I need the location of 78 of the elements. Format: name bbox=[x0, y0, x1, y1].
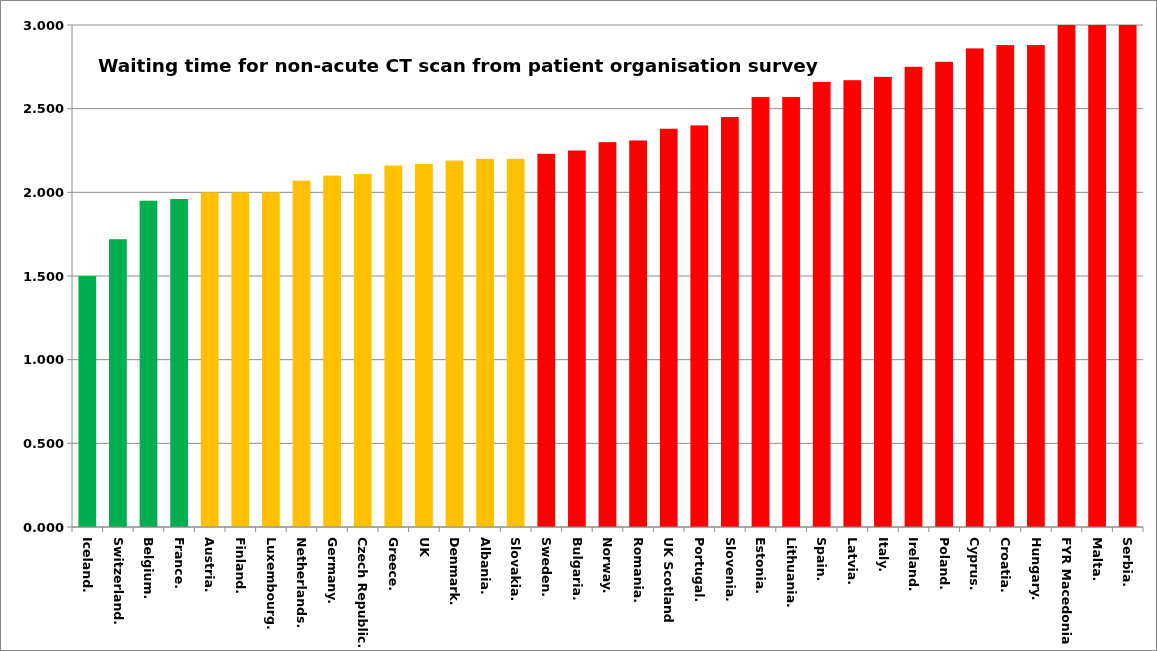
x-tick-label: Switzerland. bbox=[110, 537, 126, 626]
x-tick-label: Cyprus. bbox=[967, 537, 983, 591]
x-tick-label: Serbia. bbox=[1120, 537, 1136, 588]
x-tick-label: Latvia. bbox=[844, 537, 860, 585]
bar bbox=[843, 80, 862, 527]
bar bbox=[78, 276, 97, 527]
bar bbox=[384, 165, 403, 527]
bar bbox=[1088, 25, 1106, 527]
x-tick-label: Luxembourg. bbox=[263, 537, 279, 630]
bar bbox=[109, 239, 127, 527]
y-tick-label: 1.500 bbox=[22, 268, 64, 284]
y-tick-label: 0.500 bbox=[22, 435, 64, 451]
x-tick-label: Netherlands. bbox=[294, 537, 310, 629]
x-tick-label: Malta. bbox=[1089, 537, 1105, 582]
x-tick-label: Bulgaria. bbox=[569, 537, 585, 601]
bar bbox=[965, 48, 984, 527]
bar bbox=[1118, 25, 1137, 527]
x-tick-label: Albania. bbox=[477, 537, 493, 595]
x-tick-label: Greece. bbox=[385, 537, 401, 592]
x-tick-label: Poland. bbox=[936, 537, 952, 591]
x-tick-label: Ireland. bbox=[906, 537, 922, 592]
x-tick-label: Lithuania. bbox=[783, 537, 799, 608]
bar bbox=[353, 173, 372, 527]
bar bbox=[659, 128, 678, 527]
y-tick-label: 2.000 bbox=[22, 184, 64, 200]
bar bbox=[996, 45, 1015, 527]
bar bbox=[415, 163, 433, 527]
bar bbox=[874, 76, 892, 527]
bar bbox=[782, 96, 800, 527]
x-tick-label: Slovakia. bbox=[508, 537, 524, 602]
bar bbox=[1027, 45, 1045, 527]
x-tick-label: Romania. bbox=[630, 537, 646, 604]
x-tick-label: Austria. bbox=[202, 537, 218, 593]
bar bbox=[629, 140, 647, 527]
text: Waiting time for non-acute CT scan from patient organisation survey bbox=[98, 55, 818, 76]
x-tick-label: Finland. bbox=[232, 537, 248, 595]
bar bbox=[935, 61, 953, 527]
x-tick-label: UK bbox=[416, 537, 432, 559]
bar bbox=[751, 96, 770, 527]
x-tick-label: Estonia. bbox=[753, 537, 769, 594]
bar bbox=[231, 192, 250, 527]
x-tick-label: Sweden. bbox=[538, 537, 554, 598]
x-tick-label: Italy. bbox=[875, 537, 891, 573]
bar bbox=[200, 192, 219, 527]
bar bbox=[812, 81, 831, 527]
bar bbox=[170, 199, 188, 527]
x-tick-label: FYR Macedonia bbox=[1059, 537, 1075, 645]
y-tick-label: 3.000 bbox=[22, 17, 64, 33]
x-tick-label: Norway. bbox=[600, 537, 616, 594]
bar bbox=[690, 125, 709, 527]
x-tick-label: Croatia. bbox=[997, 537, 1013, 593]
x-tick-label: France. bbox=[171, 537, 187, 589]
bar bbox=[323, 175, 341, 527]
x-tick-label: Denmark. bbox=[447, 537, 463, 606]
bar bbox=[1057, 25, 1076, 527]
x-tick-label: Slovenia. bbox=[722, 537, 738, 602]
bar bbox=[476, 158, 494, 527]
x-tick-label: UK Scotland bbox=[661, 537, 677, 623]
bar bbox=[445, 160, 464, 527]
x-tick-label: Iceland. bbox=[79, 537, 95, 593]
x-tick-label: Hungary. bbox=[1028, 537, 1044, 601]
x-tick-label: Portugal. bbox=[691, 537, 707, 603]
x-tick-label: Germany. bbox=[324, 537, 340, 605]
bar bbox=[139, 200, 158, 527]
x-tick-label: Belgium. bbox=[141, 537, 157, 600]
y-tick-label: 2.500 bbox=[22, 101, 64, 117]
x-tick-label: Czech Republic. bbox=[355, 537, 371, 649]
bar bbox=[904, 66, 923, 527]
x-tick-label: Spain. bbox=[814, 537, 830, 582]
bar bbox=[537, 153, 556, 527]
y-tick-label: 1.000 bbox=[22, 352, 64, 368]
y-tick-label: 0.000 bbox=[22, 519, 64, 535]
bar bbox=[262, 192, 280, 527]
bar bbox=[721, 117, 739, 527]
bar bbox=[292, 180, 311, 527]
bar bbox=[568, 150, 586, 527]
bar bbox=[506, 158, 525, 527]
bar bbox=[598, 142, 617, 527]
